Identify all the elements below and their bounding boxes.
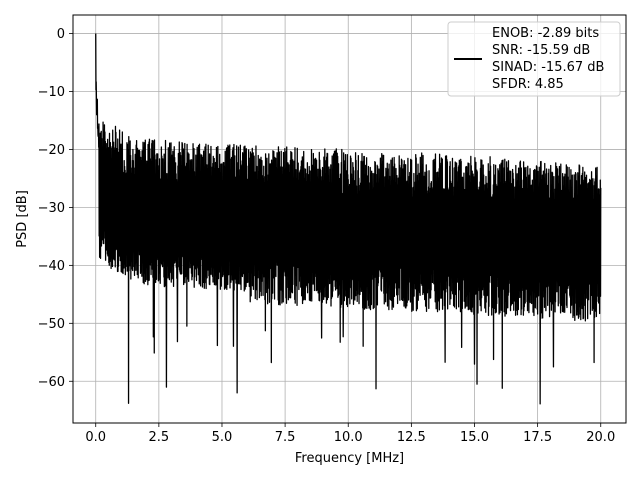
legend-sinad: SINAD: -15.67 dB	[492, 60, 604, 75]
y-axis-label: PSD [dB]	[15, 190, 30, 248]
psd-series-line	[95, 33, 602, 405]
y-tick-label: 0	[57, 27, 65, 42]
y-tick-label: −40	[38, 259, 65, 274]
x-tick-label: 5.0	[212, 430, 233, 445]
x-tick-label: 17.5	[523, 430, 552, 445]
x-tick-label: 2.5	[149, 430, 170, 445]
x-tick-label: 10.0	[334, 430, 363, 445]
legend-snr: SNR: -15.59 dB	[492, 43, 590, 58]
x-tick-label: 0.0	[85, 430, 106, 445]
legend: ENOB: -2.89 bits SNR: -15.59 dB SINAD: -…	[447, 21, 621, 97]
x-tick-label: 15.0	[460, 430, 489, 445]
y-tick-label: −50	[38, 317, 65, 332]
legend-enob: ENOB: -2.89 bits	[492, 26, 599, 41]
x-axis-label: Frequency [MHz]	[295, 451, 404, 466]
ticks: 0.0 2.5 5.0 7.5 10.0 12.5 15.0 17.5 20.0 0 −10 −20 −…	[38, 27, 616, 445]
y-tick-label: −30	[38, 201, 65, 216]
x-tick-label: 20.0	[586, 430, 615, 445]
legend-box	[447, 21, 621, 97]
axes-frame	[72, 14, 627, 424]
y-tick-label: −10	[38, 85, 65, 100]
y-tick-label: −20	[38, 143, 65, 158]
x-tick-label: 7.5	[275, 430, 296, 445]
data-layer	[95, 33, 602, 405]
x-tick-label: 12.5	[397, 430, 426, 445]
legend-sfdr: SFDR: 4.85	[492, 77, 564, 92]
y-tick-label: −60	[38, 375, 65, 390]
